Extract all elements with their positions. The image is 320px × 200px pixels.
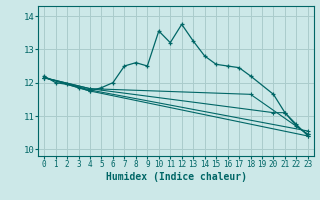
X-axis label: Humidex (Indice chaleur): Humidex (Indice chaleur) [106,172,246,182]
